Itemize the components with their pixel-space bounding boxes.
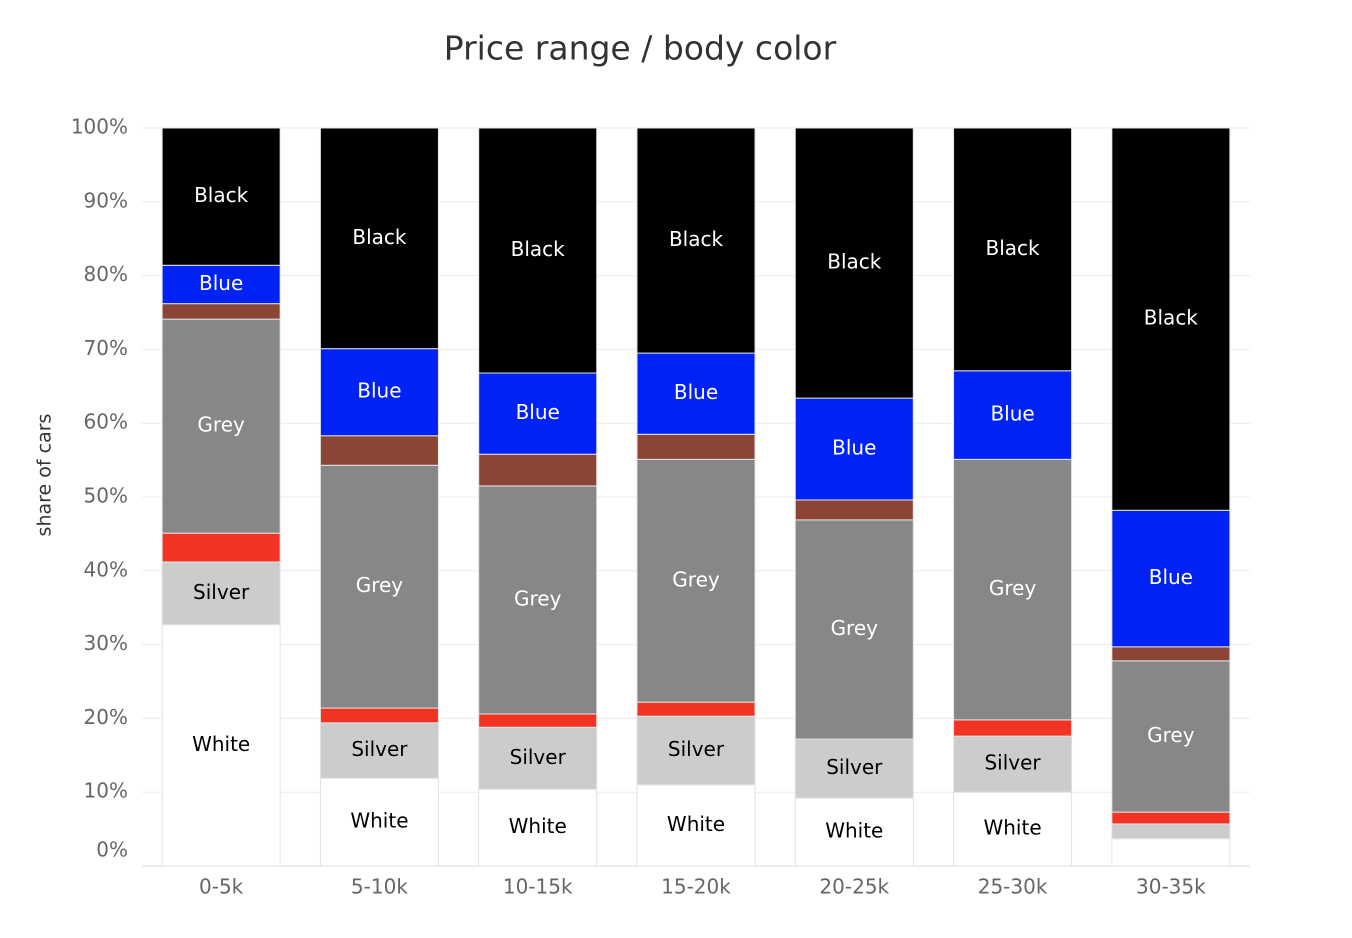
bar-segment bbox=[478, 372, 598, 455]
x-tick-label: 0-5k bbox=[199, 875, 244, 899]
segment-label: Grey bbox=[197, 413, 245, 437]
segment-label: Grey bbox=[672, 567, 720, 591]
bar-segment bbox=[161, 303, 281, 320]
segment-label: Silver bbox=[826, 755, 883, 779]
y-tick-label: 40% bbox=[84, 557, 128, 581]
segment-label: Blue bbox=[1149, 565, 1193, 589]
bar-segment bbox=[953, 719, 1073, 737]
y-tick-label: 30% bbox=[84, 631, 128, 655]
segment-label: Black bbox=[986, 236, 1041, 260]
segment-label: Silver bbox=[351, 737, 408, 761]
segment-label: Blue bbox=[674, 380, 718, 404]
bar-segment bbox=[636, 458, 756, 703]
segment-label: White bbox=[825, 819, 883, 843]
segment-label: Grey bbox=[514, 586, 562, 610]
bar-segment bbox=[478, 485, 598, 715]
bar-segment bbox=[794, 397, 914, 501]
segment-label: Black bbox=[1144, 306, 1199, 330]
bar-segment bbox=[636, 352, 756, 435]
segment-label: Black bbox=[194, 183, 249, 207]
y-tick-label: 10% bbox=[84, 779, 128, 803]
bar-segment bbox=[953, 458, 1073, 721]
segment-label: White bbox=[983, 816, 1041, 840]
segment-label: Black bbox=[669, 227, 724, 251]
segment-label: White bbox=[667, 812, 725, 836]
bar-segment bbox=[1111, 509, 1231, 648]
y-tick-label: 70% bbox=[84, 336, 128, 360]
bar-segment bbox=[478, 453, 598, 487]
bar-segment bbox=[636, 701, 756, 717]
bar-segment bbox=[794, 738, 914, 799]
y-tick-label: 100% bbox=[71, 115, 128, 139]
bar-segment bbox=[319, 722, 439, 779]
chart-title: Price range / body color bbox=[444, 29, 837, 68]
segment-label: White bbox=[509, 814, 567, 838]
segment-label: Grey bbox=[989, 576, 1037, 600]
bar-segment bbox=[478, 788, 598, 867]
bar-segment bbox=[1111, 646, 1231, 662]
x-tick-label: 20-25k bbox=[819, 875, 889, 899]
segment-label: Black bbox=[827, 250, 882, 274]
bar-segment bbox=[1111, 660, 1231, 813]
bar-segment bbox=[319, 464, 439, 709]
bar-segment bbox=[636, 127, 756, 354]
x-tick-label: 25-30k bbox=[978, 875, 1048, 899]
bar-segment bbox=[953, 791, 1073, 867]
bar-segment bbox=[794, 499, 914, 521]
segment-label: White bbox=[350, 809, 408, 833]
bar-segment bbox=[794, 519, 914, 740]
bar-segment bbox=[953, 127, 1073, 372]
segment-label: Grey bbox=[831, 616, 879, 640]
bar-segment bbox=[478, 127, 598, 374]
bar-segment bbox=[161, 532, 281, 563]
y-axis-title: share of cars bbox=[34, 414, 56, 537]
bar-segment bbox=[794, 797, 914, 867]
bar-segment bbox=[1111, 823, 1231, 840]
bar-segment bbox=[636, 433, 756, 460]
bar-segment bbox=[953, 370, 1073, 460]
y-tick-label: 80% bbox=[84, 262, 128, 286]
bar-segment bbox=[478, 713, 598, 728]
bar-segment bbox=[319, 127, 439, 350]
x-tick-label: 5-10k bbox=[351, 875, 408, 899]
x-tick-label: 15-20k bbox=[661, 875, 731, 899]
segment-label: Grey bbox=[356, 573, 404, 597]
bar-segment bbox=[478, 726, 598, 790]
bar-segment bbox=[1111, 127, 1231, 511]
y-tick-label: 60% bbox=[84, 410, 128, 434]
segment-label: White bbox=[192, 732, 250, 756]
bar-segment bbox=[1111, 811, 1231, 825]
segment-label: Black bbox=[352, 225, 407, 249]
segment-label: Silver bbox=[668, 737, 725, 761]
segment-label: Grey bbox=[1147, 723, 1195, 747]
bar-segment bbox=[794, 127, 914, 399]
y-tick-label: 90% bbox=[84, 188, 128, 212]
segment-label: Black bbox=[511, 237, 566, 261]
bar-segment bbox=[636, 715, 756, 786]
bar-segment bbox=[953, 735, 1073, 793]
segment-label: Silver bbox=[193, 580, 250, 604]
segment-label: Silver bbox=[510, 745, 567, 769]
segment-label: Blue bbox=[199, 271, 243, 295]
bar-segment bbox=[161, 127, 281, 266]
segment-label: Blue bbox=[516, 400, 560, 424]
bar-segment bbox=[319, 777, 439, 867]
segment-label: Silver bbox=[984, 751, 1041, 775]
bar-segment bbox=[1111, 838, 1231, 867]
segment-label: Blue bbox=[832, 436, 876, 460]
y-tick-label: 50% bbox=[84, 484, 128, 508]
bar-segment bbox=[319, 707, 439, 724]
bar-segment bbox=[161, 624, 281, 867]
x-tick-label: 30-35k bbox=[1136, 875, 1206, 899]
y-tick-label: 0% bbox=[96, 838, 128, 862]
bar-segment bbox=[636, 784, 756, 867]
bar-segment bbox=[319, 435, 439, 466]
segment-label: Blue bbox=[990, 402, 1034, 426]
segment-label: Blue bbox=[357, 379, 401, 403]
x-tick-label: 10-15k bbox=[503, 875, 573, 899]
y-tick-label: 20% bbox=[84, 705, 128, 729]
